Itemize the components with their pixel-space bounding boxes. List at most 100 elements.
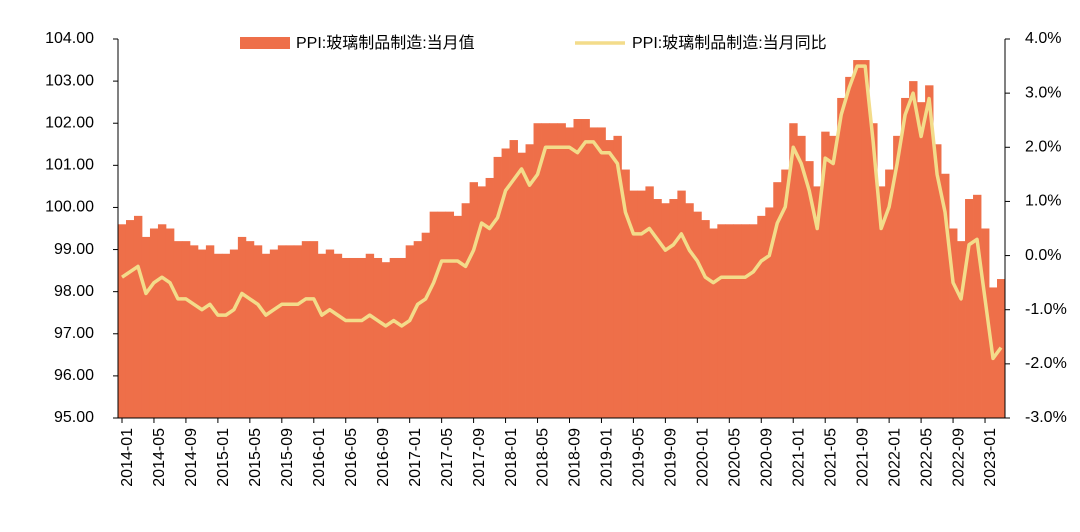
bar	[781, 169, 790, 418]
bar	[597, 127, 606, 418]
y-tick-label: 95.00	[54, 409, 94, 426]
bar	[661, 203, 670, 418]
bar	[877, 186, 886, 418]
y-tick-label: 104.00	[45, 30, 94, 47]
bar	[237, 236, 247, 418]
x-tick-label: 2015-09	[279, 428, 296, 487]
bar	[637, 190, 646, 418]
bar	[901, 97, 910, 418]
bar	[501, 148, 510, 418]
bar	[437, 211, 447, 418]
bar	[861, 60, 870, 419]
x-tick-label: 2014-01	[119, 428, 136, 487]
bar	[157, 224, 167, 418]
legend-swatch	[240, 37, 290, 49]
bar	[229, 249, 239, 418]
bar	[429, 211, 439, 418]
bar	[477, 186, 486, 418]
bar	[821, 131, 830, 418]
bar	[381, 262, 391, 418]
y-tick-label: 96.00	[54, 367, 94, 384]
bar	[389, 257, 399, 418]
bar	[717, 224, 726, 418]
bar	[613, 135, 622, 418]
bar	[701, 220, 710, 418]
bar	[357, 257, 367, 418]
bar	[733, 224, 742, 418]
bar	[309, 241, 319, 418]
bar	[869, 123, 878, 418]
x-tick-label: 2022-05	[918, 428, 935, 487]
bar	[453, 215, 463, 418]
x-tick-label: 2019-05	[631, 428, 648, 487]
bar	[909, 81, 918, 418]
x-tick-label: 2018-09	[567, 428, 584, 487]
bar	[461, 203, 471, 418]
bar	[533, 123, 542, 418]
bar	[573, 119, 582, 418]
bar	[349, 257, 359, 418]
bar	[949, 228, 958, 418]
bar	[765, 207, 774, 418]
x-tick-label: 2016-09	[375, 428, 392, 487]
bar	[629, 190, 638, 418]
bar	[941, 173, 950, 418]
bar	[341, 257, 351, 418]
bar	[245, 241, 255, 418]
y-tick-label: 102.00	[45, 114, 94, 131]
bar	[957, 241, 966, 418]
bar	[125, 220, 135, 418]
x-tick-label: 2021-05	[822, 428, 839, 487]
bar	[805, 161, 814, 418]
bar	[181, 241, 191, 418]
y2-tick-label: 3.0%	[1025, 84, 1061, 101]
bar	[773, 182, 782, 418]
bar	[221, 253, 231, 418]
bar	[933, 144, 942, 418]
y2-tick-label: 4.0%	[1025, 30, 1061, 47]
bar	[741, 224, 750, 418]
x-tick-label: 2020-01	[695, 428, 712, 487]
bar	[589, 127, 598, 418]
bar	[269, 249, 279, 418]
bar	[565, 127, 574, 418]
x-tick-label: 2016-05	[343, 428, 360, 487]
x-tick-label: 2020-05	[727, 428, 744, 487]
bar	[973, 194, 982, 418]
bar	[445, 211, 455, 418]
x-tick-label: 2018-05	[535, 428, 552, 487]
x-tick-label: 2021-09	[854, 428, 871, 487]
bar	[853, 60, 862, 419]
bar	[749, 224, 758, 418]
bar	[709, 228, 718, 418]
bar	[189, 245, 199, 418]
bar	[813, 186, 822, 418]
bar	[365, 253, 375, 418]
bar	[493, 156, 502, 418]
legend-label: PPI:玻璃制品制造:当月值	[296, 34, 475, 52]
bar	[141, 236, 151, 418]
bar	[829, 135, 838, 418]
bar	[197, 249, 207, 418]
y-tick-label: 103.00	[45, 72, 94, 89]
y2-tick-label: -1.0%	[1025, 301, 1067, 318]
bar	[605, 140, 614, 419]
line	[121, 64, 1003, 361]
x-tick-label: 2017-01	[407, 428, 424, 487]
bar	[173, 241, 183, 418]
bar	[413, 241, 423, 418]
bar	[405, 245, 415, 418]
bar	[261, 253, 271, 418]
bar	[517, 152, 526, 418]
y-tick-label: 99.00	[54, 241, 94, 258]
bar	[165, 228, 175, 418]
x-tick-label: 2022-01	[886, 428, 903, 487]
y2-tick-label: 0.0%	[1025, 247, 1061, 264]
bar	[133, 215, 143, 418]
bar	[541, 123, 550, 418]
bar	[485, 177, 494, 418]
x-tick-label: 2015-05	[247, 428, 264, 487]
bar	[149, 228, 159, 418]
bar	[317, 253, 327, 418]
y-tick-label: 97.00	[54, 325, 94, 342]
